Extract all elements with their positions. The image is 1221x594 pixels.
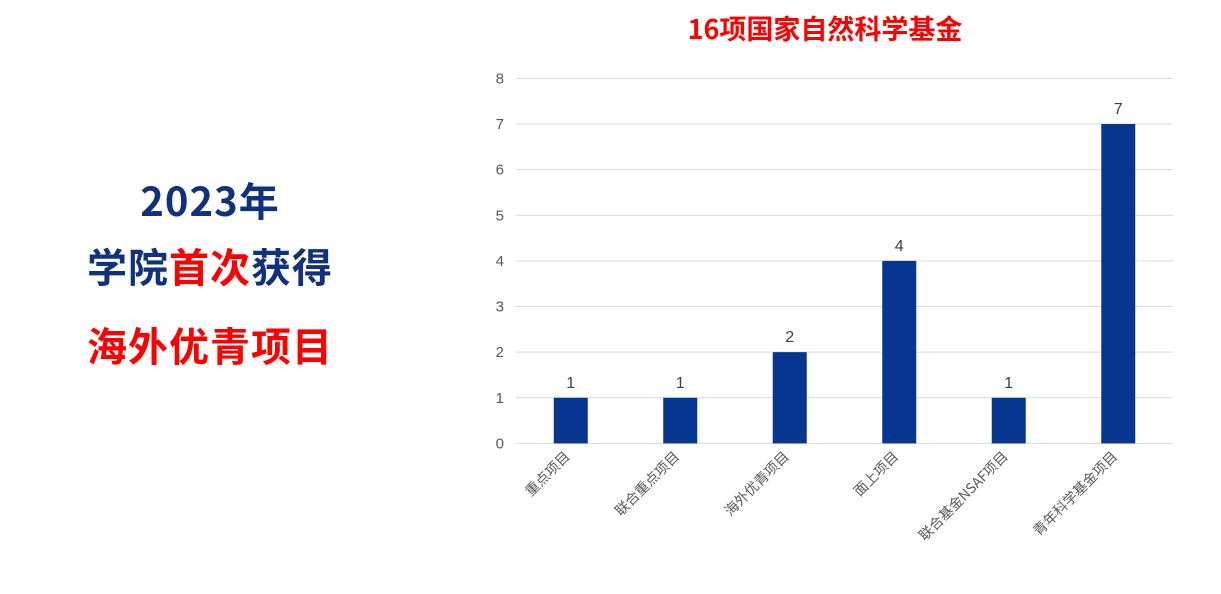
svg-text:7: 7: [496, 116, 504, 133]
svg-text:2: 2: [785, 329, 794, 346]
svg-text:联合重点项目: 联合重点项目: [610, 447, 684, 521]
svg-text:联合基金NSAF项目: 联合基金NSAF项目: [914, 447, 1012, 545]
svg-text:面上项目: 面上项目: [849, 447, 903, 501]
svg-text:1: 1: [676, 375, 685, 392]
svg-text:0: 0: [496, 435, 504, 452]
svg-text:2: 2: [496, 344, 504, 361]
svg-text:4: 4: [496, 253, 504, 270]
svg-text:重点项目: 重点项目: [521, 447, 575, 501]
svg-text:4: 4: [895, 238, 904, 255]
svg-text:7: 7: [1114, 101, 1123, 118]
svg-text:青年科学基金项目: 青年科学基金项目: [1028, 447, 1121, 540]
svg-text:3: 3: [496, 299, 504, 316]
svg-text:6: 6: [496, 162, 504, 179]
svg-text:5: 5: [496, 207, 504, 224]
svg-text:1: 1: [566, 375, 575, 392]
svg-text:1: 1: [1004, 375, 1013, 392]
svg-text:8: 8: [496, 70, 504, 87]
svg-text:海外优青项目: 海外优青项目: [720, 447, 794, 521]
svg-text:1: 1: [496, 390, 504, 407]
